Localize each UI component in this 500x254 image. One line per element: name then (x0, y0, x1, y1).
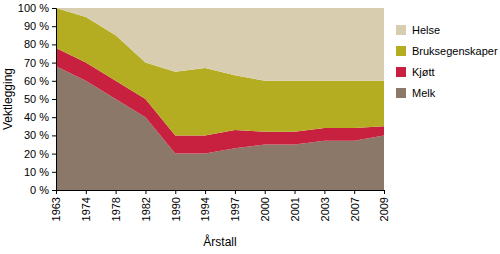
x-tick: 2009 (378, 190, 390, 221)
y-tick: 80 % (24, 38, 56, 50)
x-tick: 1963 (50, 190, 62, 221)
x-tick-mark (235, 190, 236, 194)
y-tick-mark (52, 172, 56, 173)
y-tick: 40 % (24, 111, 56, 123)
y-tick-mark (52, 26, 56, 27)
x-tick-mark (295, 190, 296, 194)
y-tick-mark (52, 63, 56, 64)
y-tick-mark (52, 154, 56, 155)
x-tick-mark (116, 190, 117, 194)
x-tick: 2000 (259, 190, 271, 221)
y-tick-label: 30 % (24, 129, 49, 141)
x-tick-label: 2000 (259, 197, 271, 221)
x-tick: 2003 (319, 190, 331, 221)
y-tick-label: 80 % (24, 38, 49, 50)
y-tick: 90 % (24, 20, 56, 32)
x-axis-line (57, 191, 385, 195)
legend-swatch (396, 25, 406, 35)
x-axis-title: Årstall (203, 234, 236, 249)
y-tick-label: 90 % (24, 20, 49, 32)
x-tick: 2007 (349, 190, 361, 221)
x-tick: 1982 (140, 190, 152, 221)
y-tick-label: 0 % (30, 184, 49, 196)
y-tick-mark (52, 190, 56, 191)
x-tick-mark (265, 190, 266, 194)
legend-item: Kjøtt (396, 66, 435, 78)
legend-swatch (396, 88, 406, 98)
y-axis-line (52, 9, 57, 191)
y-tick: 60 % (24, 75, 56, 87)
y-tick-label: 60 % (24, 75, 49, 87)
x-tick-label: 2003 (319, 197, 331, 221)
x-tick-label: 1978 (110, 197, 122, 221)
x-tick-label: 2001 (289, 197, 301, 221)
x-tick-mark (145, 190, 146, 194)
areas (56, 8, 384, 190)
x-tick-mark (205, 190, 206, 194)
legend-label: Bruksegenskaper (412, 45, 498, 57)
y-tick-mark (52, 99, 56, 100)
legend-label: Melk (412, 87, 436, 99)
y-tick-mark (52, 117, 56, 118)
x-tick: 1997 (229, 190, 241, 221)
x-tick-label: 1963 (50, 197, 62, 221)
y-tick: 50 % (24, 93, 56, 105)
x-tick-mark (324, 190, 325, 194)
chart: 0 % 10 % 20 % 30 % 40 % 50 % 60 % 70 % 80 % 90 % 1… (0, 0, 500, 254)
x-tick-label: 1994 (199, 197, 211, 221)
y-tick-mark (52, 8, 56, 9)
x-tick: 1978 (110, 190, 122, 221)
x-tick: 1994 (199, 190, 211, 221)
y-tick-label: 100 % (18, 2, 49, 14)
x-tick: 1974 (80, 190, 92, 221)
y-axis-title: Vektlegging (1, 68, 15, 130)
x-tick-label: 1974 (80, 197, 92, 221)
y-tick: 70 % (24, 57, 56, 69)
x-tick-label: 1982 (140, 197, 152, 221)
area (56, 8, 384, 81)
legend-label: Helse (412, 24, 440, 36)
x-tick: 1990 (170, 190, 182, 221)
y-tick-mark (52, 44, 56, 45)
legend-label: Kjøtt (412, 66, 435, 78)
legend-item: Melk (396, 87, 436, 99)
x-tick-label: 1990 (170, 197, 182, 221)
x-tick-mark (354, 190, 355, 194)
y-tick: 100 % (18, 2, 56, 14)
legend-swatch (396, 67, 406, 77)
y-tick-label: 70 % (24, 57, 49, 69)
x-tick-mark (56, 190, 57, 194)
x-tick-mark (86, 190, 87, 194)
y-tick: 20 % (24, 148, 56, 160)
y-tick-mark (52, 81, 56, 82)
x-tick: 2001 (289, 190, 301, 221)
x-tick-label: 2007 (349, 197, 361, 221)
y-tick-label: 40 % (24, 111, 49, 123)
x-axis: 1963 1974 1978 1982 1990 1994 1997 2000 2001 2003… (50, 190, 390, 221)
x-tick-label: 1997 (229, 197, 241, 221)
y-tick-label: 10 % (24, 166, 49, 178)
area (56, 8, 384, 135)
plot: 0 % 10 % 20 % 30 % 40 % 50 % 60 % 70 % 80 % 90 % 1… (18, 2, 391, 221)
y-axis: 0 % 10 % 20 % 30 % 40 % 50 % 60 % 70 % 80 % 90 % 1… (18, 2, 57, 196)
legend: Helse Bruksegenskaper Kjøtt Melk (396, 24, 498, 99)
y-tick-label: 20 % (24, 148, 49, 160)
legend-item: Bruksegenskaper (396, 45, 498, 57)
legend-item: Helse (396, 24, 440, 36)
x-tick-mark (175, 190, 176, 194)
y-tick: 30 % (24, 129, 56, 141)
y-tick: 10 % (24, 166, 56, 178)
y-tick-mark (52, 135, 56, 136)
legend-swatch (396, 46, 406, 56)
y-tick: 0 % (30, 184, 56, 196)
x-tick-label: 2009 (378, 197, 390, 221)
y-tick-label: 50 % (24, 93, 49, 105)
x-tick-mark (384, 190, 385, 194)
